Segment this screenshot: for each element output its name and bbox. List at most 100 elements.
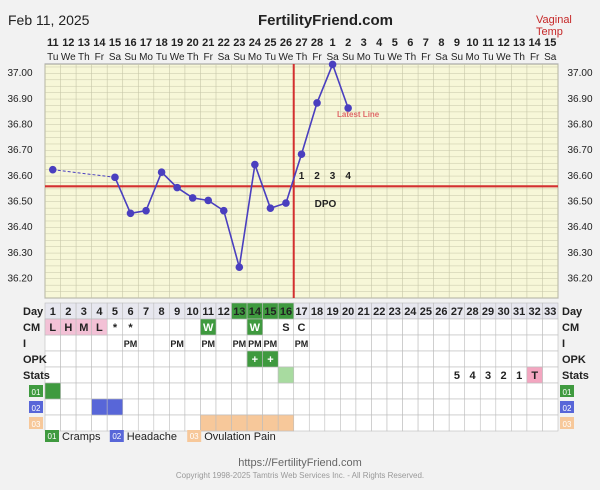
table-cell — [355, 382, 372, 400]
stats-value: 4 — [469, 370, 476, 382]
row-label-right: Day — [562, 306, 583, 318]
table-cell — [215, 366, 232, 384]
table-cell — [106, 366, 124, 384]
table-cell — [464, 334, 481, 352]
date-label: 24 — [249, 37, 262, 49]
table-cell — [293, 398, 310, 416]
day-number: 11 — [202, 306, 214, 318]
table-cell — [402, 334, 419, 352]
table-cell — [137, 366, 155, 384]
weekday-label: Th — [404, 52, 416, 63]
dpo-number: 1 — [299, 171, 305, 182]
table-cell — [106, 414, 124, 432]
legend-code: 02 — [112, 432, 121, 441]
copyright-text: Copyright 1998-2025 Tamtris Web Services… — [175, 471, 425, 480]
day-number: 1 — [50, 306, 56, 318]
date-label: 7 — [423, 37, 429, 49]
day-number: 23 — [389, 306, 401, 318]
table-cell — [215, 350, 232, 368]
table-cell — [91, 366, 108, 384]
chart-date: Feb 11, 2025 — [8, 12, 90, 28]
table-cell — [44, 350, 61, 368]
temperature-point — [344, 104, 352, 112]
date-label: 15 — [109, 37, 121, 49]
cm-bg — [200, 318, 217, 336]
cm-value: * — [113, 322, 118, 334]
date-label: 2 — [345, 37, 351, 49]
table-cell — [44, 398, 61, 416]
table-cell — [386, 382, 403, 400]
table-cell — [542, 398, 559, 416]
table-cell — [371, 334, 388, 352]
date-label: 25 — [264, 37, 276, 49]
weekday-label: Su — [124, 52, 136, 63]
row-code-left — [29, 385, 43, 397]
table-cell — [137, 318, 155, 336]
temperature-point — [282, 199, 290, 207]
table-cell — [433, 350, 450, 368]
y-tick-left: 36.40 — [7, 222, 32, 233]
table-cell — [60, 382, 77, 400]
table-cell — [495, 318, 512, 336]
table-cell — [386, 366, 403, 384]
y-tick-right: 36.30 — [567, 248, 592, 259]
table-cell — [262, 382, 279, 400]
symptom-cell — [215, 414, 232, 432]
table-cell — [106, 334, 124, 352]
row-label-right: OPK — [562, 354, 586, 366]
table-cell — [153, 414, 170, 432]
weekday-label: We — [61, 52, 76, 63]
table-cell — [308, 414, 326, 432]
table-cell — [542, 318, 559, 336]
table-cell — [153, 382, 170, 400]
intercourse-value: PM — [248, 339, 262, 349]
table-cell — [542, 366, 559, 384]
day-number: 29 — [482, 306, 494, 318]
row-code-label: 03 — [563, 420, 572, 429]
table-cell — [184, 318, 201, 336]
table-cell — [308, 366, 326, 384]
table-cell — [75, 350, 92, 368]
legend-code: 03 — [190, 432, 199, 441]
table-cell — [386, 318, 403, 336]
table-cell — [479, 398, 497, 416]
row-label-right: I — [562, 338, 565, 350]
weekday-label: Su — [451, 52, 463, 63]
table-cell — [277, 350, 295, 368]
row-code-right — [560, 401, 574, 413]
table-cell — [464, 398, 481, 416]
table-cell — [106, 350, 124, 368]
day-number: 19 — [326, 306, 338, 318]
cm-bg — [246, 318, 263, 336]
table-cell — [511, 350, 528, 368]
table-cell — [200, 382, 217, 400]
y-tick-right: 36.80 — [567, 119, 592, 130]
row-code-left — [29, 417, 43, 429]
y-tick-right: 36.20 — [567, 273, 592, 284]
row-label-right: CM — [562, 322, 579, 334]
table-cell — [495, 350, 512, 368]
table-cell — [75, 398, 92, 416]
footer-url-link[interactable]: https://FertilityFriend.com — [238, 457, 362, 469]
intercourse-value: PM — [295, 339, 309, 349]
table-cell — [464, 414, 481, 432]
table-cell — [324, 414, 341, 432]
fertility-chart: 11Tu12We13Th14Fr15Sa16Su17Mo18Tu19We20Th… — [7, 37, 592, 443]
temperature-point — [297, 150, 306, 159]
temperature-point — [204, 196, 213, 205]
table-cell — [542, 350, 559, 368]
table-cell — [75, 382, 92, 400]
table-cell — [402, 318, 419, 336]
weekday-label: We — [170, 52, 185, 63]
date-label: 8 — [438, 37, 444, 49]
table-cell — [106, 382, 124, 400]
table-cell — [495, 398, 512, 416]
table-cell — [340, 318, 357, 336]
date-label: 13 — [78, 37, 90, 49]
table-cell — [137, 398, 155, 416]
day-number: 22 — [373, 306, 385, 318]
dpo-number: 3 — [330, 171, 336, 182]
table-cell — [262, 366, 279, 384]
site-name-link[interactable]: FertilityFriend.com — [258, 12, 394, 29]
dpo-number: 2 — [314, 171, 320, 182]
